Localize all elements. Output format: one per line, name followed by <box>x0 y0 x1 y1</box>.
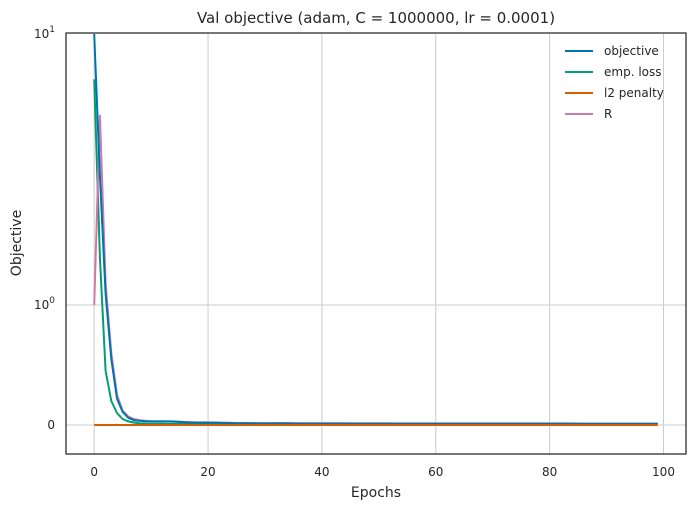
x-tick-label: 0 <box>90 465 98 479</box>
series-line <box>93 33 658 425</box>
series-line <box>93 79 658 426</box>
chart-title: Val objective (adam, C = 1000000, lr = 0… <box>197 9 555 27</box>
legend-label: emp. loss <box>604 65 662 79</box>
x-tick-label: 20 <box>200 465 215 479</box>
x-tick-labels: 0 20 40 60 80 100 <box>90 465 675 479</box>
legend-label: objective <box>604 44 659 58</box>
x-tick-label: 100 <box>652 465 675 479</box>
legend-label: l2 penalty <box>604 86 664 100</box>
series-line <box>93 114 658 425</box>
legend: objective emp. loss l2 penalty R <box>565 44 664 121</box>
x-tick-label: 40 <box>314 465 329 479</box>
x-axis-label: Epochs <box>351 485 401 501</box>
y-tick-labels: 0 100 101 <box>34 25 55 432</box>
legend-label: R <box>604 107 612 121</box>
plot-frame <box>65 32 687 455</box>
x-tick-label: 80 <box>542 465 557 479</box>
gridlines <box>66 33 686 454</box>
y-axis-label: Objective <box>9 210 25 276</box>
y-tick-label: 101 <box>34 25 55 41</box>
series-lines <box>93 33 658 426</box>
y-tick-label: 100 <box>34 296 55 312</box>
x-tick-label: 60 <box>428 465 443 479</box>
y-tick-label: 0 <box>47 418 55 432</box>
